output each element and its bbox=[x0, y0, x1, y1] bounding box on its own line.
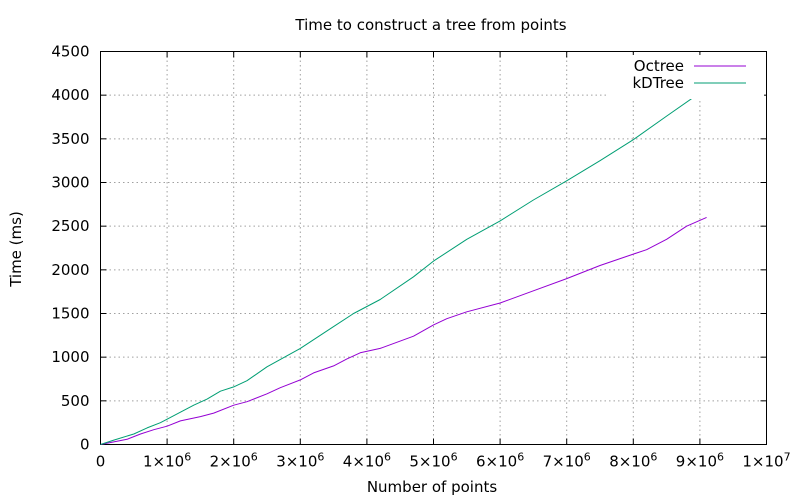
chart-title: Time to construct a tree from points bbox=[294, 16, 566, 34]
legend-label-kdtree: kDTree bbox=[633, 74, 685, 92]
legend-background bbox=[606, 55, 764, 99]
x-tick-label: 7×106 bbox=[543, 451, 591, 471]
legend-label-octree: Octree bbox=[634, 57, 684, 75]
series-layer bbox=[100, 87, 707, 445]
y-tick-label: 2500 bbox=[51, 217, 89, 235]
x-tick-label: 5×106 bbox=[409, 451, 457, 471]
x-tick-label: 4×106 bbox=[343, 451, 391, 471]
x-tick-label: 8×106 bbox=[609, 451, 657, 471]
y-tick-label: 3500 bbox=[51, 130, 89, 148]
x-tick-label: 1×106 bbox=[143, 451, 191, 471]
y-tick-label: 4500 bbox=[51, 43, 89, 61]
y-tick-label: 500 bbox=[61, 392, 90, 410]
y-tick-label: 4000 bbox=[51, 86, 89, 104]
series-line-kdtree bbox=[100, 87, 707, 445]
x-tick-label: 9×106 bbox=[676, 451, 724, 471]
y-tick-label: 2000 bbox=[51, 261, 89, 279]
series-line-octree bbox=[100, 216, 707, 445]
grid-layer bbox=[100, 51, 767, 445]
tick-layer: 0 500 1000 1500 2000 2500 3000 3500 4000 4500 0 1×1… bbox=[51, 43, 790, 471]
y-tick-label: 1000 bbox=[51, 348, 89, 366]
y-tick-label: 0 bbox=[80, 436, 90, 454]
x-tick-label: 3×106 bbox=[276, 451, 324, 471]
x-tick-label: 6×106 bbox=[476, 451, 524, 471]
x-axis-label: Number of points bbox=[367, 478, 498, 496]
x-tick-label: 2×106 bbox=[210, 451, 258, 471]
y-tick-label: 3000 bbox=[51, 174, 89, 192]
x-tick-label: 1×107 bbox=[742, 451, 790, 471]
y-axis-label: Time (ms) bbox=[7, 211, 25, 288]
y-tick-label: 1500 bbox=[51, 305, 89, 323]
x-tick-label: 0 bbox=[96, 453, 106, 471]
